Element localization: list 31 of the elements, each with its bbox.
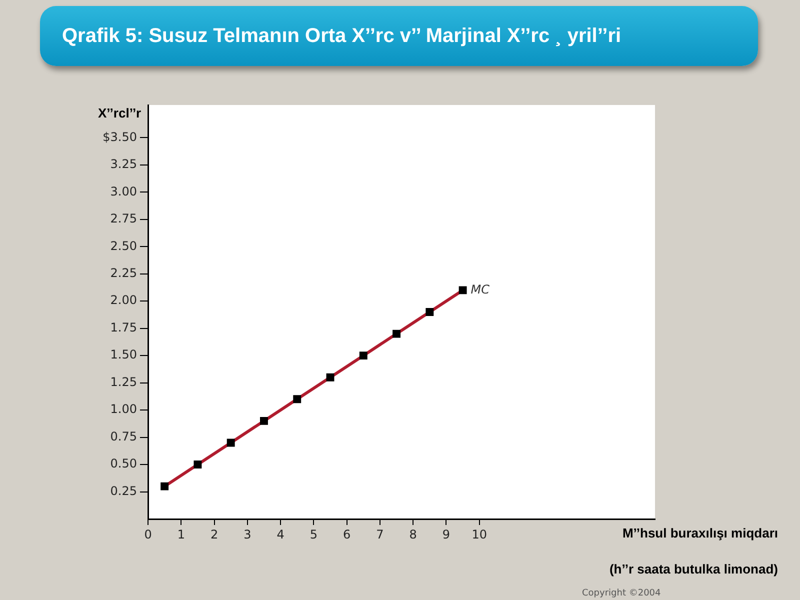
y-tick-label: 2.50 xyxy=(110,238,137,253)
y-tick-label: 1.50 xyxy=(110,348,137,362)
x-axis-title: M’’hsul buraxılışı miqdarı xyxy=(622,526,778,541)
x-tick-label: 4 xyxy=(276,527,284,542)
text: (h’’r saata butulka limonad) xyxy=(609,562,778,577)
x-tick-label: 1 xyxy=(177,527,185,542)
y-tick-label: 2.00 xyxy=(110,293,137,308)
x-tick-label: 5 xyxy=(310,527,318,542)
y-tick-label: $3.50 xyxy=(102,130,137,144)
chart-title: Qrafik 5: Susuz Telmanın Orta X’’rc v’’ Marjinal X’’rc ¸ yril’’ri xyxy=(62,24,622,48)
y-tick-label: 2.25 xyxy=(110,266,137,280)
y-axis-title: X’’rcl’’r xyxy=(98,106,142,121)
y-tick-label: 0.75 xyxy=(110,429,137,444)
y-tick-label: 1.00 xyxy=(110,402,137,416)
x-tick-label: 10 xyxy=(472,527,488,542)
y-tick-label: 0.25 xyxy=(110,484,137,498)
text: Copyright ©2004 xyxy=(582,588,662,598)
x-tick-label: 6 xyxy=(343,527,351,542)
y-tick-label: 2.75 xyxy=(110,212,137,226)
x-tick-label: 7 xyxy=(376,527,384,542)
y-tick-label: 1.25 xyxy=(110,374,137,389)
x-tick-label: 2 xyxy=(210,527,218,542)
y-tick-label: 3.25 xyxy=(110,157,137,172)
x-tick-label: 8 xyxy=(409,527,417,542)
y-tick-label: 1.75 xyxy=(110,320,137,334)
series-label: MC xyxy=(470,282,490,296)
y-tick-label: 0.50 xyxy=(110,456,137,471)
y-tick-label: 3.00 xyxy=(110,184,137,198)
x-tick-label: 9 xyxy=(442,527,450,542)
x-tick-label: 3 xyxy=(244,527,252,542)
x-tick-label: 0 xyxy=(144,527,152,542)
